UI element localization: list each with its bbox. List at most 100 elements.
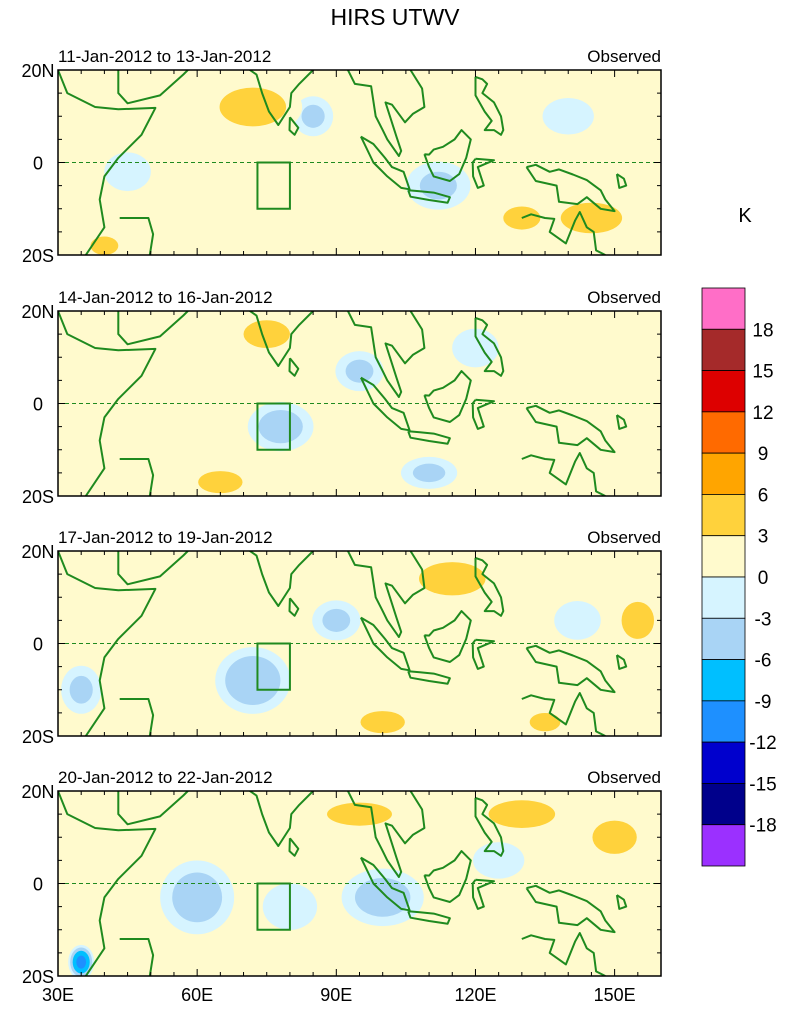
contour-band — [360, 711, 405, 734]
map-panel: 11-Jan-2012 to 13-Jan-2012 Observed 20N 0 20… — [21, 47, 662, 266]
panel-observed-label: Observed — [587, 288, 661, 307]
colorbar-label: 0 — [758, 568, 769, 589]
coastline — [117, 791, 189, 826]
coastline — [117, 70, 189, 105]
colorbar-label: -18 — [749, 816, 776, 837]
contour-band — [621, 601, 655, 639]
colorbar-swatch — [701, 576, 746, 619]
coastline — [407, 430, 451, 445]
coastline — [346, 551, 426, 638]
colorbar-swatch — [701, 452, 746, 495]
contour-band — [554, 601, 601, 640]
contour-band — [384, 74, 455, 121]
contour-band — [542, 97, 594, 135]
anomaly-blob — [80, 229, 129, 255]
coastline — [119, 938, 155, 976]
anomaly-blob — [160, 860, 235, 935]
region-box — [256, 402, 291, 451]
contour-band — [472, 842, 525, 879]
colorbar-label: -12 — [749, 733, 776, 754]
coastline — [521, 452, 606, 496]
contour-band — [157, 925, 191, 953]
coastline — [346, 791, 426, 878]
map-panel: 14-Jan-2012 to 16-Jan-2012 Observed 20N 0 20… — [21, 288, 662, 507]
coastline — [471, 398, 495, 430]
coastline — [248, 70, 315, 126]
anomaly-blob — [575, 311, 654, 358]
contour-band — [529, 712, 561, 732]
anomaly-blob — [293, 96, 334, 137]
coastline — [119, 458, 155, 496]
lat-tick-label: 20S — [22, 246, 54, 266]
contour-band — [592, 820, 637, 854]
colorbar-swatch — [701, 741, 746, 784]
coastline — [407, 189, 451, 204]
anomaly-blob — [104, 152, 151, 192]
anomaly-blob — [312, 600, 361, 641]
panel-date-range: 11-Jan-2012 to 13-Jan-2012 — [58, 47, 271, 66]
coastline — [615, 414, 628, 430]
lon-tick-label: 90E — [320, 985, 352, 1005]
contour-band — [84, 801, 125, 828]
colorbar-swatch — [701, 411, 746, 454]
coastline — [423, 850, 472, 903]
anomaly-blob — [203, 78, 303, 136]
map-panel: 20-Jan-2012 to 22-Jan-2012 Observed 20N 0 20… — [21, 768, 662, 987]
contour-band — [419, 562, 486, 596]
colorbar-label: 15 — [752, 362, 773, 383]
coastline — [615, 654, 628, 670]
anomaly-blob — [187, 465, 254, 496]
contour-band — [90, 236, 119, 255]
figure-title: HIRS UTWV — [330, 4, 460, 30]
coastline — [359, 616, 411, 672]
colorbar-label: 6 — [758, 485, 769, 506]
units-label: K — [738, 205, 752, 227]
lat-tick-label: 20S — [22, 727, 54, 747]
colorbar-swatch — [701, 659, 746, 702]
coastline — [525, 404, 616, 454]
contour-band — [243, 204, 290, 232]
coastline — [521, 692, 606, 736]
lon-tick-label: 30E — [42, 985, 74, 1005]
anomaly-blob — [609, 588, 661, 653]
colorbar-swatch — [701, 535, 746, 578]
coastline — [423, 610, 472, 663]
region-box — [256, 882, 291, 931]
colorbar-label: 12 — [752, 403, 773, 424]
coastline — [474, 316, 505, 377]
anomaly-field — [58, 70, 661, 255]
region-box — [256, 642, 291, 691]
coastline — [521, 211, 606, 255]
lat-tick-label: 20S — [22, 487, 54, 507]
colorbar-swatch — [701, 370, 746, 413]
coastline — [119, 698, 155, 736]
lon-tick-label: 60E — [181, 985, 213, 1005]
anomaly-blob — [554, 601, 601, 640]
colorbar-label: 3 — [758, 527, 769, 548]
coastline — [521, 932, 606, 976]
anomaly-blob — [61, 665, 102, 714]
coastline — [117, 551, 189, 586]
lon-tick-label: 120E — [454, 985, 496, 1005]
colorbar-swatch — [701, 783, 746, 826]
coastline — [525, 644, 616, 694]
contour-band — [301, 104, 325, 128]
contour-band — [198, 471, 243, 494]
coastline — [525, 163, 616, 213]
colorbar-swatch — [701, 328, 746, 371]
coastline — [248, 311, 315, 367]
coastline — [359, 856, 411, 912]
anomaly-blob — [521, 457, 569, 489]
coastline — [346, 311, 426, 398]
anomaly-blob — [84, 801, 125, 828]
panel-observed-label: Observed — [587, 768, 661, 787]
anomaly-blob — [335, 351, 384, 392]
coastline — [58, 311, 157, 496]
anomaly-blob — [226, 311, 307, 359]
coastline — [359, 135, 411, 191]
coastline — [474, 75, 505, 136]
anomaly-blob — [303, 794, 416, 835]
coastline — [615, 173, 628, 189]
anomaly-blob — [173, 551, 267, 585]
